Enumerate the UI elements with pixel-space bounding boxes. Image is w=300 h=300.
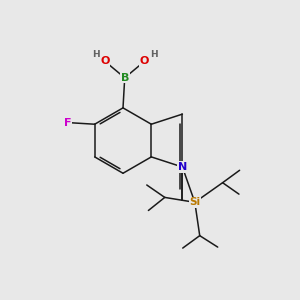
Text: H: H [92, 50, 100, 59]
Text: H: H [150, 50, 157, 59]
Text: O: O [140, 56, 149, 67]
Text: N: N [178, 162, 187, 172]
Text: Si: Si [189, 197, 200, 207]
Text: B: B [121, 73, 129, 83]
Text: O: O [100, 56, 110, 67]
Text: F: F [64, 118, 72, 128]
